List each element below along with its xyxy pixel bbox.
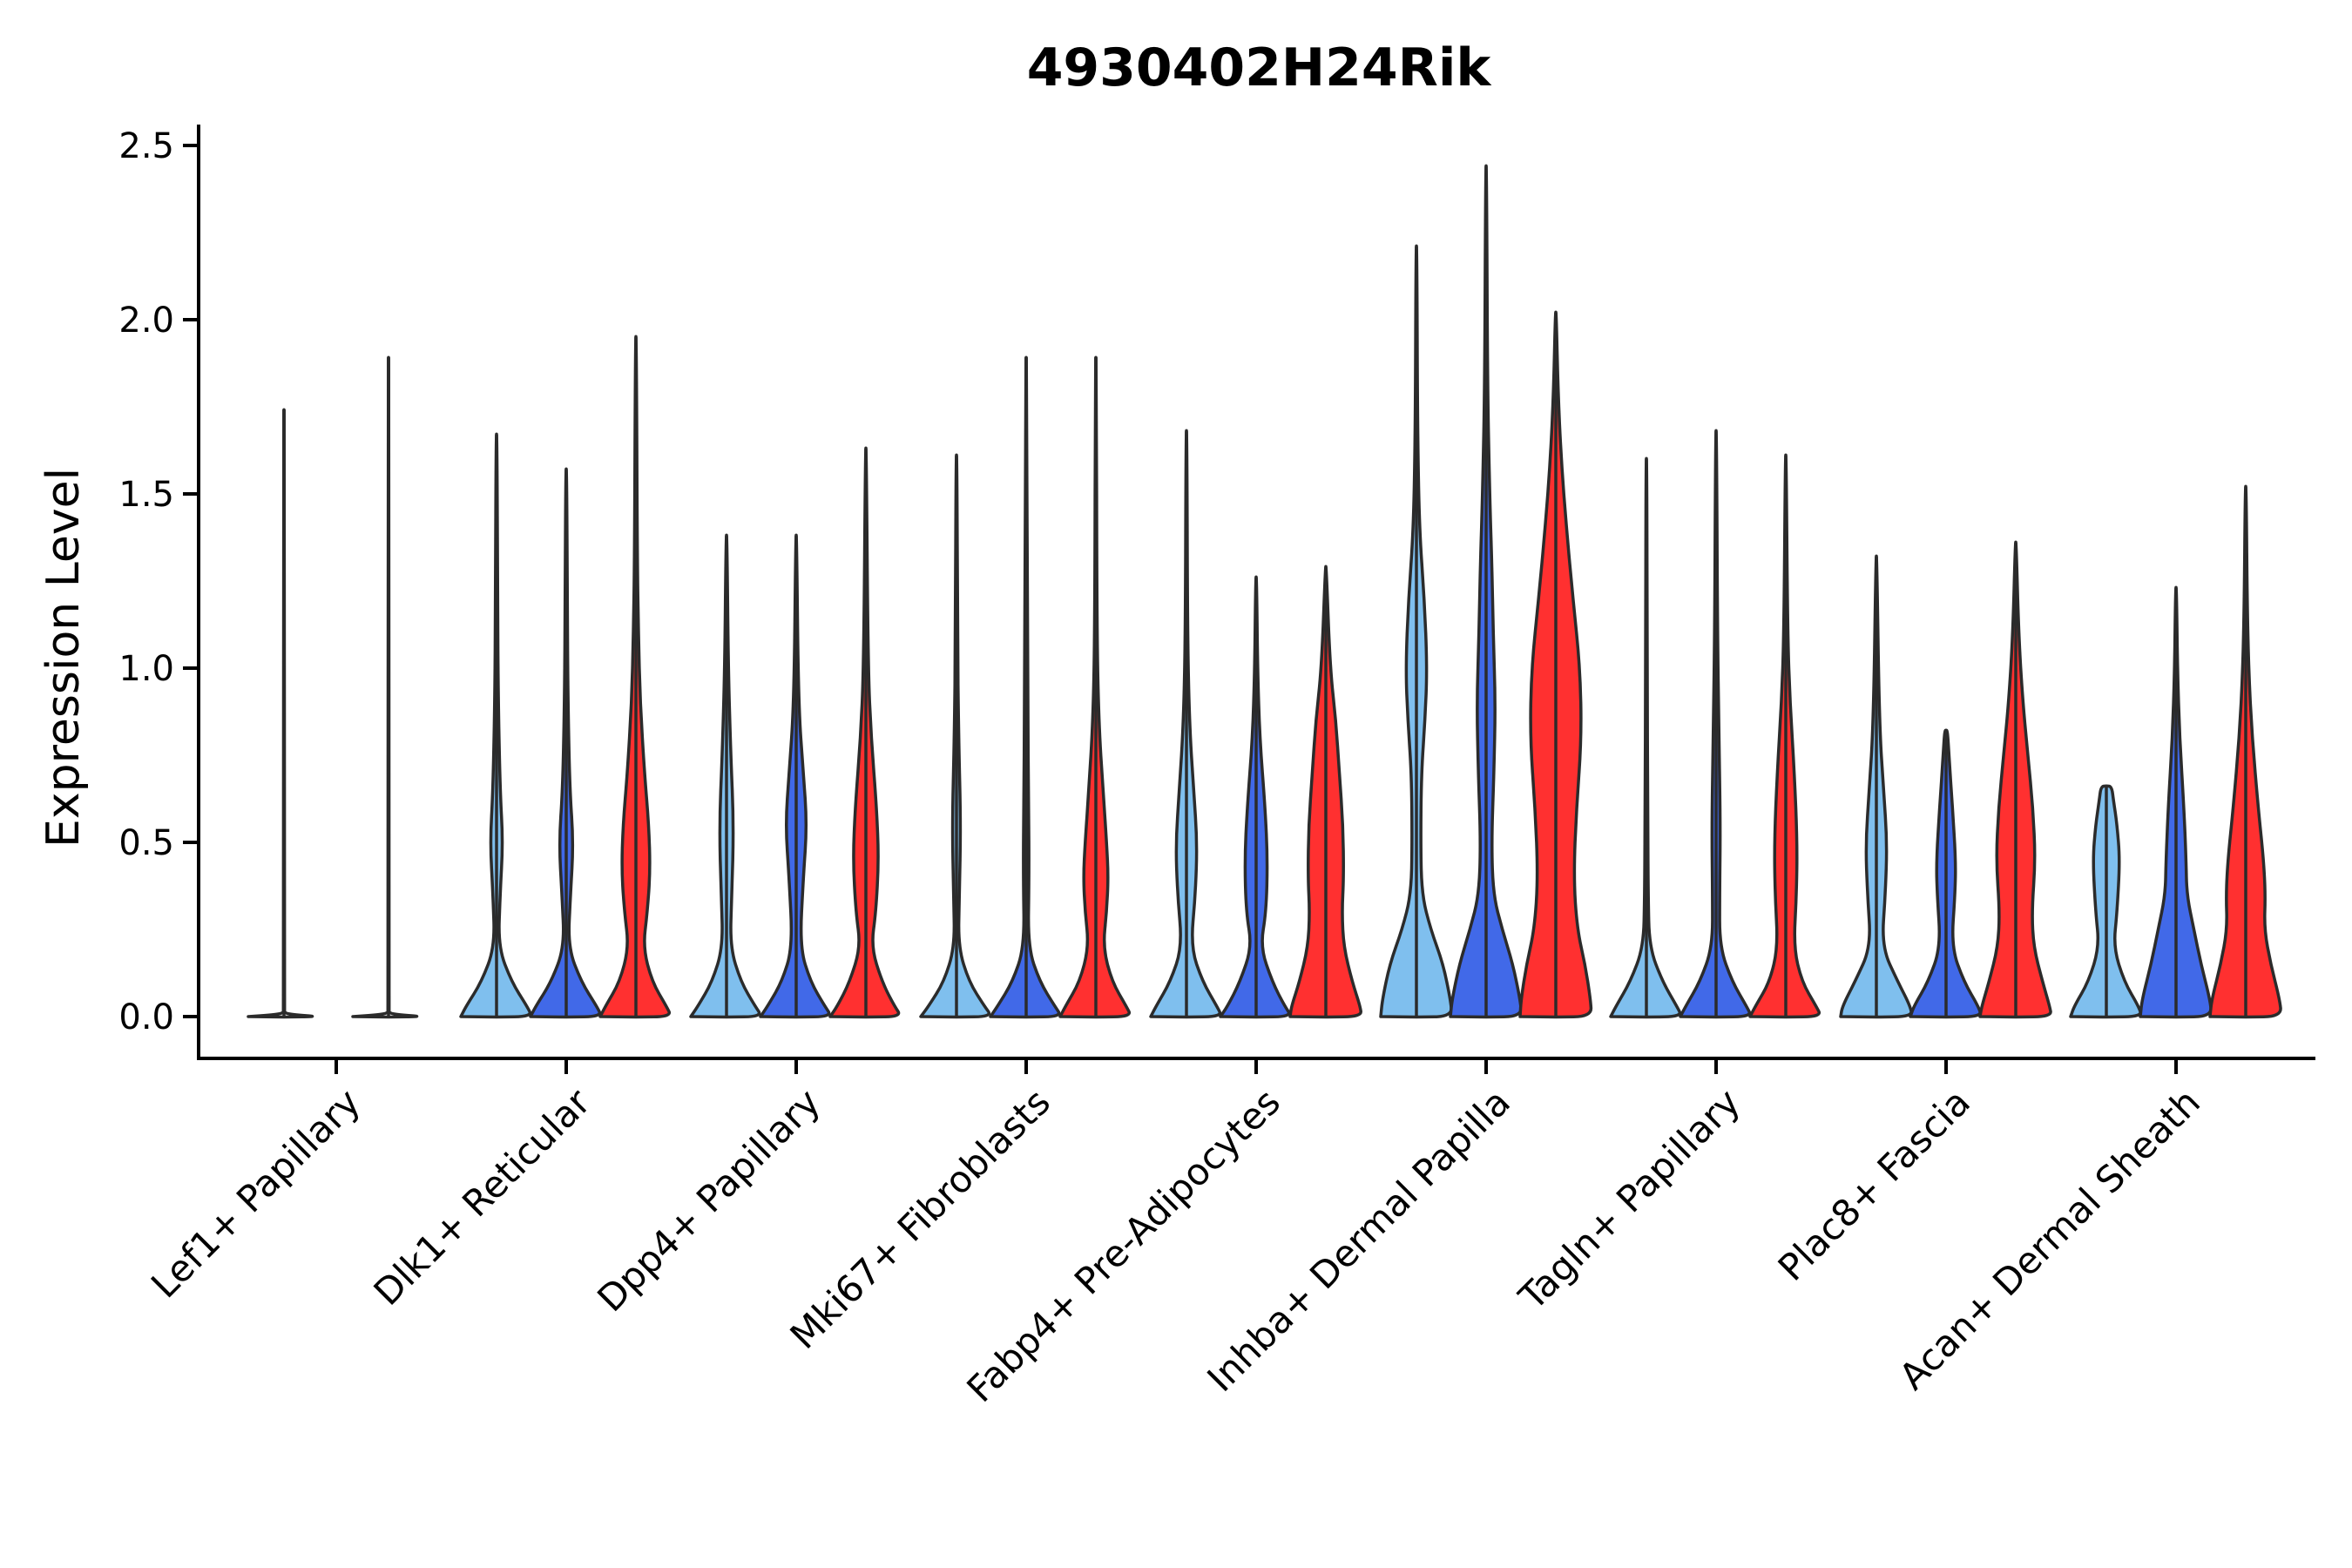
y-tick-label: 1.5: [118, 475, 174, 515]
y-axis-label: Expression Level: [37, 468, 90, 848]
y-axis-ticks: 0.0 0.5 1.0 1.5 2.0 2.5: [118, 126, 199, 1037]
y-tick-label: 2.5: [118, 126, 174, 166]
x-tick-label: Lef1+ Papillary: [143, 1080, 368, 1306]
x-tick-label: Dpp4+ Papillary: [589, 1080, 828, 1320]
violin-layer: [247, 164, 2282, 1019]
x-tick-label: Plac8+ Fascia: [1770, 1080, 1978, 1288]
y-tick-label: 1.0: [118, 649, 174, 689]
y-tick-label: 2.0: [118, 301, 174, 341]
x-tick-label: Dlk1+ Reticular: [366, 1080, 599, 1314]
x-tick-label: Tagln+ Papillary: [1511, 1080, 1748, 1318]
x-tick-label: Mki67+ Fibroblasts: [782, 1080, 1058, 1356]
violin-1-2: [351, 355, 419, 1019]
y-tick-label: 0.5: [118, 823, 174, 863]
y-tick-label: 0.0: [118, 997, 174, 1037]
violin-1-1: [247, 408, 314, 1019]
violin-4-1: [919, 453, 990, 1019]
chart-title: 4930402H24Rik: [1027, 37, 1493, 98]
